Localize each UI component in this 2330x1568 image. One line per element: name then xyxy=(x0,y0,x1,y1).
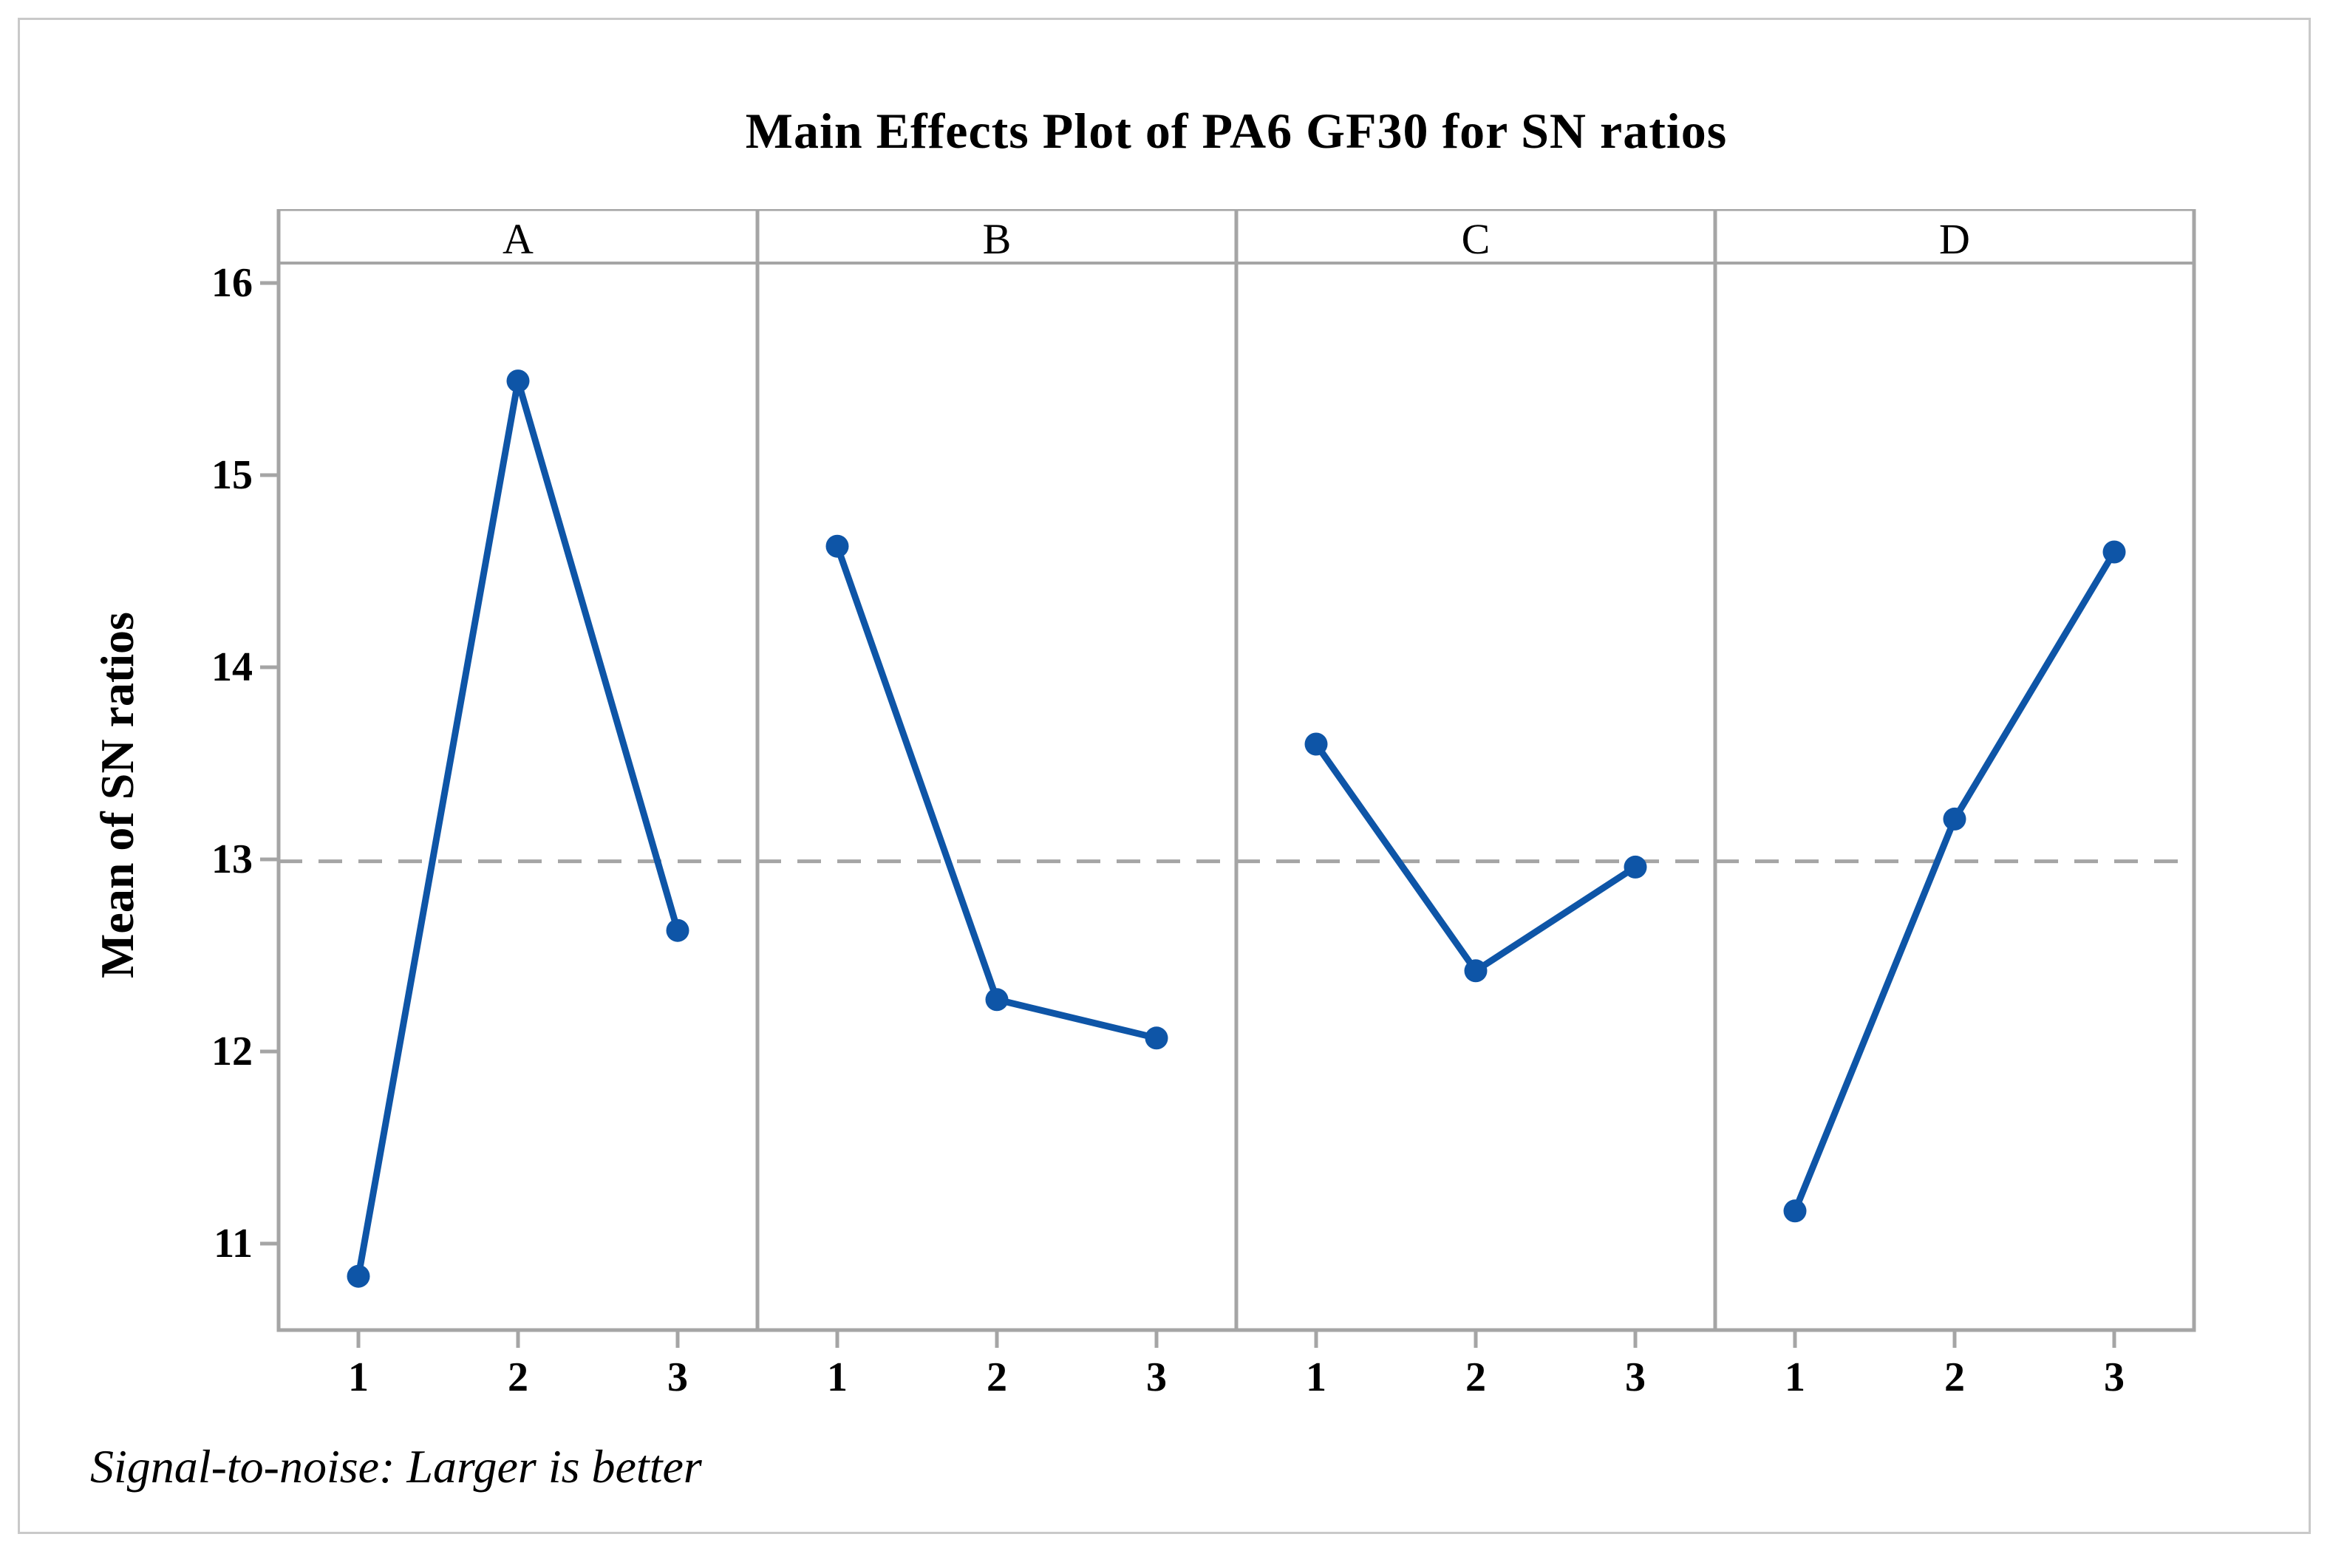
data-point-A-2 xyxy=(506,369,530,393)
data-point-C-3 xyxy=(1624,855,1647,879)
series-line-panel-D xyxy=(1791,550,2117,1213)
y-tick-label: 13 xyxy=(211,836,253,882)
panel-strip-label-A: A xyxy=(503,215,534,263)
data-point-D-2 xyxy=(1943,807,1966,831)
x-tick-label-panel-A: 1 xyxy=(348,1354,369,1400)
data-point-B-3 xyxy=(1145,1026,1168,1050)
y-tick-label: 14 xyxy=(211,644,253,690)
y-tick-label: 15 xyxy=(211,452,253,498)
panel-strip-label-D: D xyxy=(1939,215,1970,263)
x-tick-label-panel-C: 3 xyxy=(1625,1354,1646,1400)
x-tick-label-panel-B: 3 xyxy=(1146,1354,1167,1400)
x-tick-label-panel-C: 2 xyxy=(1465,1354,1486,1400)
y-tick-label: 16 xyxy=(211,260,253,306)
series-line-panel-A xyxy=(355,380,681,1277)
x-tick-label-panel-B: 1 xyxy=(827,1354,848,1400)
x-tick-label-panel-A: 2 xyxy=(508,1354,528,1400)
data-point-A-1 xyxy=(347,1264,370,1288)
data-point-B-1 xyxy=(825,534,849,558)
panel-strip-label-B: B xyxy=(982,215,1012,263)
data-point-B-2 xyxy=(985,988,1009,1012)
chart-footnote: Signal-to-noise: Larger is better xyxy=(90,1440,702,1493)
figure-border xyxy=(18,18,2311,1534)
x-tick-label-panel-B: 2 xyxy=(987,1354,1007,1400)
data-point-A-3 xyxy=(666,918,689,942)
x-tick-label-panel-D: 3 xyxy=(2104,1354,2125,1400)
data-point-D-1 xyxy=(1783,1199,1807,1223)
y-tick-label: 12 xyxy=(211,1029,253,1074)
x-tick-label-panel-D: 1 xyxy=(1785,1354,1805,1400)
data-point-D-3 xyxy=(2102,540,2126,564)
series-line-panel-B xyxy=(834,545,1158,1042)
chart-title: Main Effects Plot of PA6 GF30 for SN rat… xyxy=(745,103,1728,159)
data-point-C-2 xyxy=(1464,959,1488,983)
plot-area xyxy=(260,209,2196,1348)
x-tick-label-panel-A: 3 xyxy=(667,1354,688,1400)
y-tick-label: 11 xyxy=(214,1221,253,1267)
x-tick-label-panel-D: 2 xyxy=(1944,1354,1965,1400)
data-point-C-1 xyxy=(1304,732,1328,756)
series-line-panel-C xyxy=(1313,742,1638,975)
x-tick-label-panel-C: 1 xyxy=(1306,1354,1326,1400)
panel-strip-label-C: C xyxy=(1461,215,1491,263)
